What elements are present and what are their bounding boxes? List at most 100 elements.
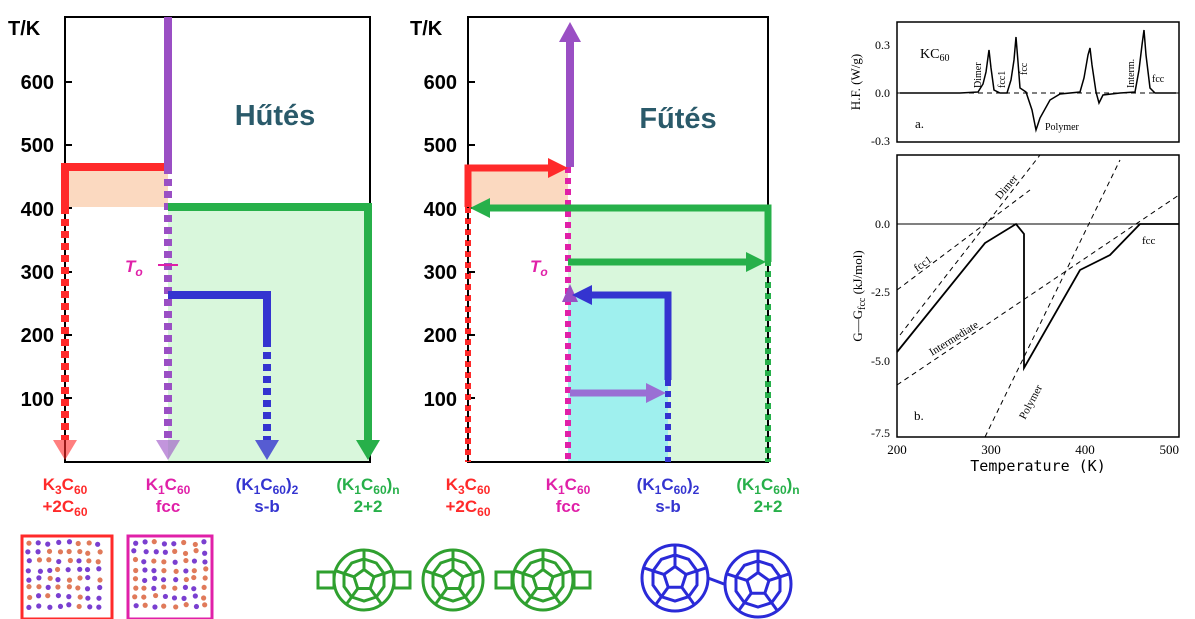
phase-k1c60-line1: K1C60 <box>146 475 191 497</box>
cooling-diagram: T/K 600 500 400 300 200 100 Hűtés To <box>8 16 380 463</box>
phase-k3c60-line1: K3C60 <box>43 475 88 497</box>
tick-200-2: 200 <box>424 325 457 347</box>
gibbs-xtick-500: 500 <box>1160 442 1180 457</box>
gibbs-solid-curve <box>896 222 1179 372</box>
gibbs-xtick-200: 200 <box>887 442 907 457</box>
phase-k1c60-line1-2: K1C60 <box>546 475 591 497</box>
gibbs-ytick-1: -2.5 <box>871 285 890 299</box>
dsc-peak-interm: Interm. <box>1126 59 1137 88</box>
phase-polymer-line2: 2+2 <box>354 497 383 516</box>
gibbs-panel-label: b. <box>914 408 924 423</box>
tick-400: 400 <box>21 199 54 221</box>
phase-dimer-line1-2: (K1C60)2 <box>637 475 700 497</box>
phase-k1c60-line2-2: fcc <box>556 497 581 516</box>
dsc-peak-fcc-right: fcc <box>1152 74 1165 85</box>
dsc-ytick-0.0: 0.0 <box>875 86 890 100</box>
phase-polymer-line2-2: 2+2 <box>754 497 783 516</box>
cooling-title: Hűtés <box>235 100 316 132</box>
dsc-ytick-neg0.3: -0.3 <box>871 134 890 148</box>
phase-dimer-line2-2: s-b <box>655 497 681 516</box>
dsc-ylabel: H.F. (W/g) <box>848 54 863 110</box>
blue-path <box>168 291 271 340</box>
dsc-compound: KC60 <box>920 47 949 64</box>
crystal-k1c60-image <box>126 534 214 619</box>
green-right-arrowhead <box>746 252 766 272</box>
y-ticks: 600 500 400 300 200 100 <box>21 72 72 411</box>
tick-200: 200 <box>21 325 54 347</box>
gibbs-label-fcc: fcc <box>1142 235 1156 247</box>
gibbs-polymer-dashed <box>984 159 1121 438</box>
to-label-2: To <box>530 257 548 279</box>
gibbs-plot: G—Gfcc (kJ/mol) 0.0 -2.5 -5.0 -7.5 200 3… <box>850 154 1180 475</box>
phase-k3c60-line2-2: +2C60 <box>445 497 490 519</box>
phase-polymer-line1-2: (K1C60)n <box>736 475 799 497</box>
tick-600: 600 <box>21 72 54 94</box>
green-arrowhead <box>356 440 380 460</box>
purple-arrowhead <box>156 440 180 460</box>
purple-small-arrowhead <box>562 284 578 302</box>
blue-arrowhead <box>255 440 279 460</box>
green-back-arrowhead <box>470 198 490 218</box>
gibbs-label-polymer: Polymer <box>1017 383 1045 422</box>
purple-right-arrowhead <box>646 383 666 403</box>
purple-up-arrowhead <box>559 22 581 42</box>
to-label: To <box>125 257 143 279</box>
phase-dimer-line1: (K1C60)2 <box>236 475 299 497</box>
gibbs-label-fcc1: fcc1 <box>912 254 934 275</box>
tick-100-2: 100 <box>424 389 457 411</box>
phase-k3c60-line2: +2C60 <box>42 497 87 519</box>
gibbs-xtick-400: 400 <box>1075 442 1095 457</box>
blue-heat-path <box>590 291 672 380</box>
red-heat-arrowhead <box>548 158 568 178</box>
gibbs-xlabel: Temperature (K) <box>970 457 1105 475</box>
dsc-panel-label: a. <box>915 116 924 131</box>
c60-dimer-image <box>640 543 793 619</box>
gibbs-ytick-2: -5.0 <box>871 354 890 368</box>
red-path <box>61 163 168 207</box>
heating-diagram: T/K 600 500 400 300 200 100 Fűtés <box>410 16 772 463</box>
phase-dimer-line2: s-b <box>254 497 280 516</box>
gibbs-ylabel: G—Gfcc (kJ/mol) <box>850 250 868 341</box>
tick-600-2: 600 <box>424 72 457 94</box>
gibbs-interm-dashed <box>896 194 1180 386</box>
heating-title: Fűtés <box>639 103 716 135</box>
phase-labels: K3C60 +2C60 K1C60 fcc (K1C60)2 s-b (K1C6… <box>42 475 799 519</box>
tick-300-2: 300 <box>424 262 457 284</box>
orange-region <box>65 167 168 207</box>
dsc-frame <box>896 21 1180 143</box>
tick-100: 100 <box>21 389 54 411</box>
gibbs-dimer-dashed <box>899 154 1041 336</box>
y-ticks-2: 600 500 400 300 200 100 <box>424 72 475 411</box>
blue-heat-arrowhead <box>572 285 592 305</box>
phase-k3c60-line1-2: K3C60 <box>446 475 491 497</box>
cyan-region <box>568 295 668 462</box>
dsc-peak-dimer: Dimer <box>973 62 984 88</box>
green-back-path <box>488 204 772 262</box>
gibbs-frame <box>896 154 1180 438</box>
tick-400-2: 400 <box>424 199 457 221</box>
y-axis-label: T/K <box>8 18 41 40</box>
dsc-peak-polymer: Polymer <box>1045 122 1080 133</box>
y-axis-label-2: T/K <box>410 18 443 40</box>
red-arrowhead <box>53 440 77 460</box>
c60-polymer-chain-image <box>316 548 592 612</box>
dsc-peak-fcc1: fcc1 <box>997 71 1008 88</box>
green-path <box>168 203 372 440</box>
phase-k1c60-line2: fcc <box>156 497 181 516</box>
dsc-curve <box>900 29 1176 133</box>
gibbs-ytick-0: 0.0 <box>875 217 890 231</box>
tick-500: 500 <box>21 135 54 157</box>
gibbs-ytick-3: -7.5 <box>871 426 890 440</box>
dsc-peak-fcc: fcc <box>1019 62 1030 75</box>
dsc-plot: KC60 H.F. (W/g) 0.3 0.0 -0.3 a. Dimer fc… <box>848 21 1180 148</box>
gibbs-fcc1-dashed <box>896 189 1031 291</box>
tick-500-2: 500 <box>424 135 457 157</box>
phase-polymer-line1: (K1C60)n <box>336 475 399 497</box>
crystal-k3c60-image <box>20 534 114 619</box>
gibbs-xtick-300: 300 <box>981 442 1001 457</box>
red-heat-path <box>464 164 550 207</box>
gibbs-label-intermediate: Intermediate <box>927 319 981 359</box>
dsc-ytick-0.3: 0.3 <box>875 38 890 52</box>
tick-300: 300 <box>21 262 54 284</box>
